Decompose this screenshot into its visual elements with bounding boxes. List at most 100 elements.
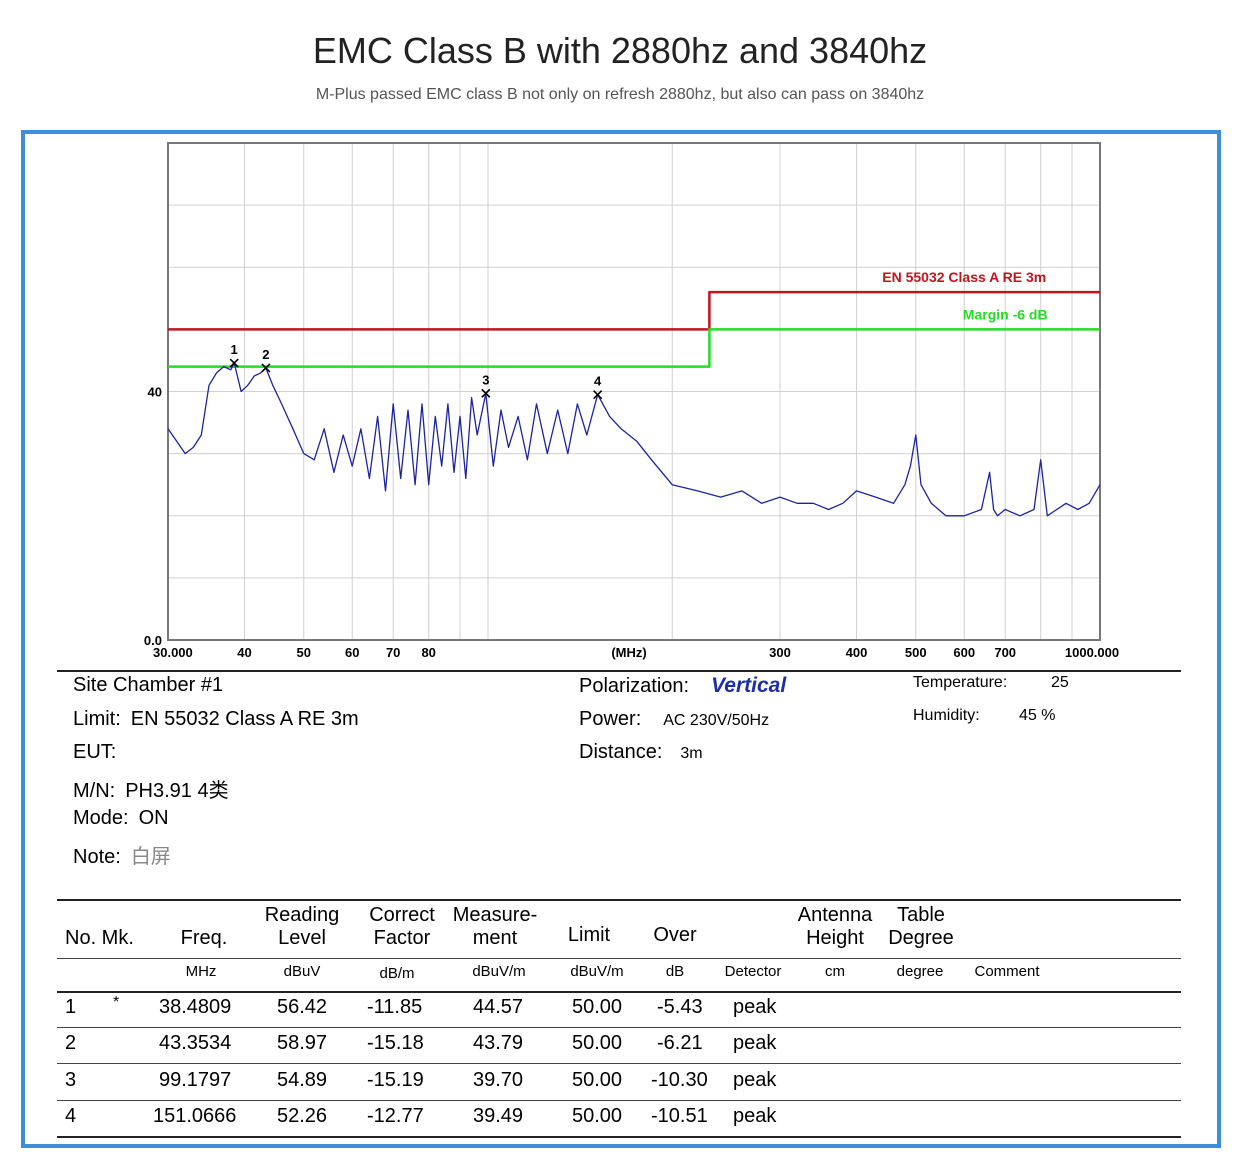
limit-value: EN 55032 Class A RE 3m [130, 708, 359, 730]
polarization-label: Polarization: [579, 675, 690, 697]
row-limit: 50.00 [572, 1032, 623, 1054]
header-measurement: Measure-ment [445, 904, 545, 950]
peak-marker-label: 4 [594, 374, 602, 389]
row-correct: -11.85 [367, 996, 423, 1018]
row-divider [57, 1063, 1181, 1064]
limit-row: Limit: EN 55032 Class A RE 3m [73, 708, 359, 731]
header-antenna: Antenna Height [787, 904, 883, 950]
row-mk: * [113, 994, 120, 1011]
header-table-line2: Degree [888, 927, 954, 949]
unit-over: dB [665, 963, 685, 980]
eut-label: EUT: [73, 741, 117, 763]
header-correct-line1: Correct [369, 904, 435, 926]
margin-line [168, 328, 1100, 368]
header-no-mk: No. Mk. [65, 927, 134, 949]
row-freq: 43.3534 [159, 1032, 232, 1054]
header-over: Over [653, 924, 697, 946]
note-row: Note: 白屏 [73, 840, 171, 869]
unit-limit: dBuV/m [570, 963, 624, 980]
row-measurement: 39.70 [473, 1069, 524, 1091]
peak-marker [593, 390, 603, 400]
row-no: 3 [65, 1069, 77, 1091]
limit-label: Limit: [73, 708, 121, 730]
page-subtitle: M-Plus passed EMC class B not only on re… [315, 86, 925, 103]
peak-marker [229, 358, 239, 368]
peak-marker-label: 2 [262, 347, 269, 362]
row-reading: 56.42 [277, 996, 328, 1018]
emission-trace [167, 362, 1101, 517]
note-label: Note: [73, 846, 121, 868]
note-value: 白屏 [130, 846, 171, 868]
header-reading-line2: Level [278, 927, 326, 949]
rows-top-rule [57, 991, 1181, 993]
temperature-label: Temperature: [913, 674, 1008, 691]
header-reading-line1: Reading [264, 904, 340, 926]
x-tick-label: (MHz) [611, 645, 646, 660]
power-row: Power: AC 230V/50Hz [579, 708, 769, 731]
plot-frame [167, 142, 1101, 641]
x-tick-label: 700 [994, 645, 1016, 660]
x-tick-label: 80 [421, 645, 435, 660]
mode-row: Mode: ON [73, 807, 169, 830]
header-table-degree: Table Degree [879, 904, 963, 950]
header-correct-line2: Factor [373, 927, 431, 949]
x-tick-label: 600 [953, 645, 975, 660]
power-label: Power: [579, 708, 642, 730]
distance-label: Distance: [579, 741, 663, 763]
mn-row: M/N: PH3.91 4类 [73, 774, 229, 803]
header-table-line1: Table [897, 904, 945, 926]
row-measurement: 44.57 [473, 996, 524, 1018]
distance-row: Distance: 3m [579, 741, 703, 764]
header-correct: Correct Factor [357, 904, 447, 950]
row-divider [57, 1100, 1181, 1101]
row-correct: -15.19 [367, 1069, 424, 1091]
row-reading: 54.89 [277, 1069, 328, 1091]
row-limit: 50.00 [572, 1105, 623, 1127]
unit-detector: Detector [724, 963, 782, 980]
limit-line-label: EN 55032 Class A RE 3m [882, 269, 1046, 285]
row-no: 1 [65, 996, 77, 1018]
row-over: -5.43 [657, 996, 703, 1018]
row-reading: 58.97 [277, 1032, 328, 1054]
row-correct: -12.77 [367, 1105, 424, 1127]
header-reading: Reading Level [257, 904, 347, 950]
peak-marker-label: 3 [482, 372, 489, 387]
distance-value: 3m [680, 745, 703, 762]
row-measurement: 43.79 [473, 1032, 524, 1054]
x-tick-label: 40 [237, 645, 251, 660]
row-limit: 50.00 [572, 996, 623, 1018]
polarization-value: Vertical [711, 674, 787, 697]
peak-marker [261, 363, 271, 373]
mode-value: ON [138, 807, 169, 829]
temperature-value: 25 [1051, 674, 1069, 691]
row-detector: peak [733, 996, 777, 1018]
row-measurement: 39.49 [473, 1105, 524, 1127]
unit-comment: Comment [974, 963, 1040, 980]
header-measure-line1: Measure- [452, 904, 538, 926]
x-tick-label: 500 [905, 645, 927, 660]
header-limit: Limit [567, 924, 611, 946]
peak-marker [481, 388, 491, 398]
mn-value: PH3.91 4类 [125, 780, 229, 802]
site-text: Site Chamber #1 [73, 674, 224, 696]
row-over: -10.30 [651, 1069, 708, 1091]
report-frame: EN 55032 Class A RE 3m Margin -6 dB 1 2 3 4 40… [21, 130, 1221, 1148]
row-correct: -15.18 [367, 1032, 424, 1054]
row-freq: 38.4809 [159, 996, 232, 1018]
header-antenna-line2: Height [806, 927, 864, 949]
table-bottom-rule [57, 1136, 1181, 1138]
y-tick-label: 0.0 [144, 633, 162, 648]
humidity-value: 45 % [1019, 707, 1056, 724]
row-no: 4 [65, 1105, 77, 1127]
polarization-row: Polarization: Vertical [579, 674, 786, 698]
table-top-rule [57, 899, 1181, 901]
row-limit: 50.00 [572, 1069, 623, 1091]
x-tick-label: 70 [386, 645, 400, 660]
x-tick-label: 400 [846, 645, 868, 660]
x-tick-label: 300 [769, 645, 791, 660]
y-tick-label: 40 [148, 385, 162, 400]
header-freq: Freq. [180, 927, 228, 949]
row-detector: peak [733, 1069, 777, 1091]
limit-line [168, 290, 1100, 331]
x-tick-label: 1000.000 [1065, 645, 1119, 660]
